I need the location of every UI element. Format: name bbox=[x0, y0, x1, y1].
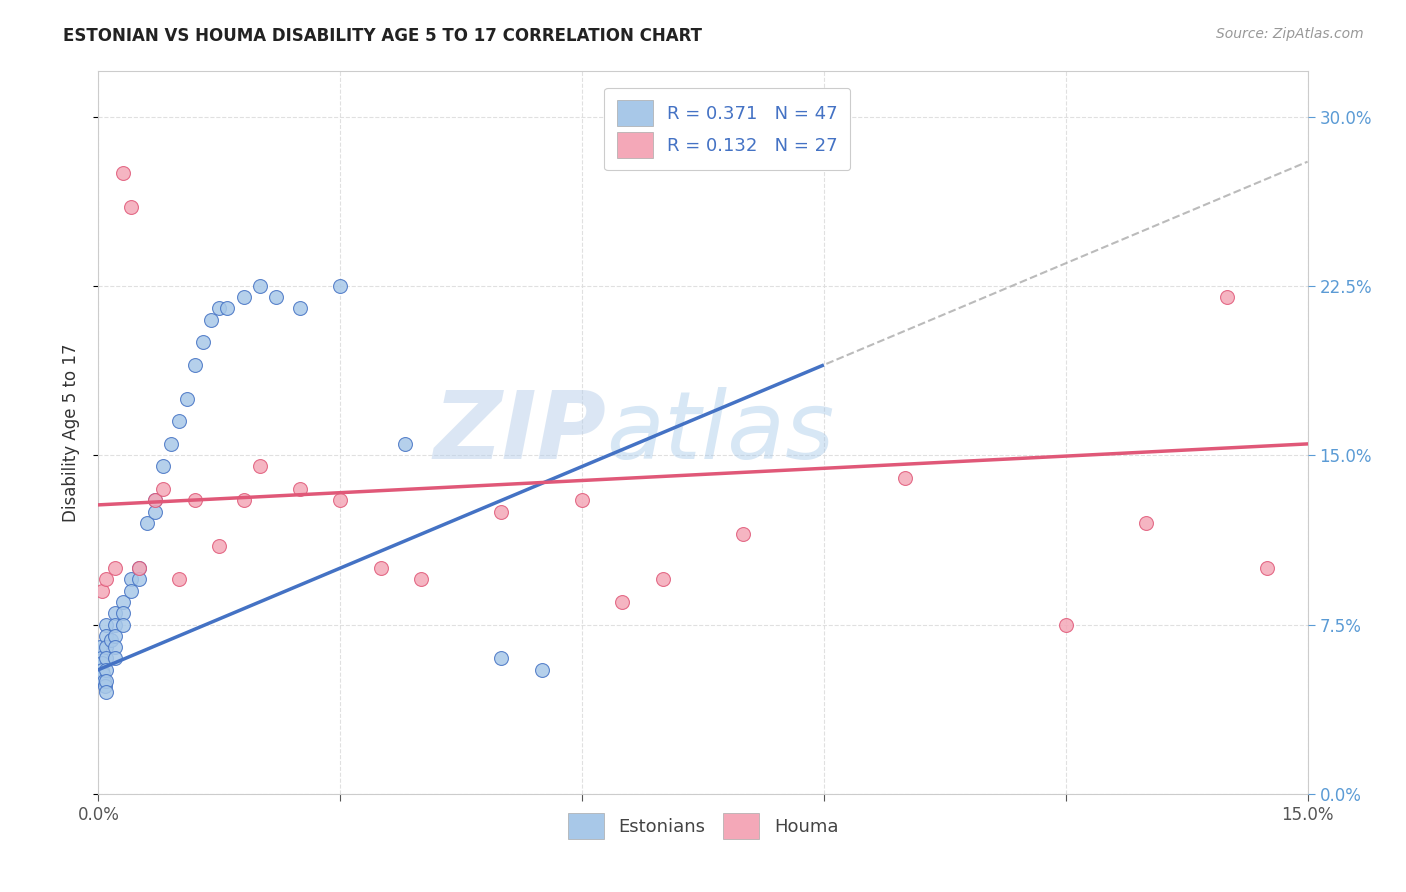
Point bbox=[111, 166, 134, 180]
Text: atlas: atlas bbox=[606, 387, 835, 478]
Point bbox=[100, 633, 122, 648]
Point bbox=[96, 651, 118, 665]
Point bbox=[571, 493, 593, 508]
Point bbox=[128, 573, 150, 587]
Point bbox=[96, 573, 118, 587]
Point bbox=[329, 278, 352, 293]
Point bbox=[160, 437, 183, 451]
Point bbox=[143, 493, 166, 508]
Point bbox=[651, 573, 673, 587]
Point bbox=[91, 583, 114, 598]
Text: Source: ZipAtlas.com: Source: ZipAtlas.com bbox=[1216, 27, 1364, 41]
Point bbox=[612, 595, 634, 609]
Point bbox=[90, 651, 112, 665]
Point bbox=[208, 539, 231, 553]
Point bbox=[394, 437, 416, 451]
Point bbox=[128, 561, 150, 575]
Y-axis label: Disability Age 5 to 17: Disability Age 5 to 17 bbox=[62, 343, 80, 522]
Point bbox=[217, 301, 239, 316]
Point bbox=[96, 685, 118, 699]
Point bbox=[135, 516, 157, 530]
Point bbox=[120, 573, 142, 587]
Point bbox=[176, 392, 198, 406]
Point bbox=[733, 527, 755, 541]
Point bbox=[249, 459, 271, 474]
Point bbox=[96, 640, 118, 654]
Point bbox=[249, 278, 271, 293]
Point bbox=[120, 583, 142, 598]
Point bbox=[288, 301, 311, 316]
Point bbox=[91, 663, 114, 677]
Point bbox=[96, 673, 118, 688]
Point bbox=[893, 471, 915, 485]
Point bbox=[193, 335, 215, 350]
Point bbox=[491, 505, 513, 519]
Point bbox=[1216, 290, 1239, 304]
Point bbox=[208, 301, 231, 316]
Point bbox=[1256, 561, 1278, 575]
Point bbox=[89, 640, 111, 654]
Point bbox=[103, 617, 125, 632]
Point bbox=[491, 651, 513, 665]
Point bbox=[184, 358, 207, 372]
Point bbox=[152, 482, 174, 496]
Point bbox=[167, 573, 190, 587]
Point bbox=[96, 663, 118, 677]
Point bbox=[128, 561, 150, 575]
Point bbox=[1135, 516, 1157, 530]
Legend: Estonians, Houma: Estonians, Houma bbox=[557, 803, 849, 850]
Text: ESTONIAN VS HOUMA DISABILITY AGE 5 TO 17 CORRELATION CHART: ESTONIAN VS HOUMA DISABILITY AGE 5 TO 17… bbox=[63, 27, 702, 45]
Point bbox=[167, 414, 190, 428]
Point bbox=[264, 290, 287, 304]
Text: ZIP: ZIP bbox=[433, 386, 606, 479]
Point bbox=[232, 290, 254, 304]
Point bbox=[103, 640, 125, 654]
Point bbox=[1054, 617, 1077, 632]
Point bbox=[90, 656, 112, 670]
Point bbox=[103, 561, 125, 575]
Point bbox=[232, 493, 254, 508]
Point bbox=[200, 312, 222, 326]
Point bbox=[103, 651, 125, 665]
Point bbox=[184, 493, 207, 508]
Point bbox=[111, 607, 134, 621]
Point bbox=[143, 505, 166, 519]
Point bbox=[152, 459, 174, 474]
Point bbox=[96, 617, 118, 632]
Point bbox=[370, 561, 392, 575]
Point bbox=[111, 617, 134, 632]
Point bbox=[409, 573, 432, 587]
Point bbox=[93, 673, 115, 688]
Point bbox=[94, 678, 117, 692]
Point bbox=[91, 667, 114, 681]
Point bbox=[329, 493, 352, 508]
Point bbox=[96, 629, 118, 643]
Point bbox=[103, 607, 125, 621]
Point bbox=[288, 482, 311, 496]
Point bbox=[120, 200, 142, 214]
Point bbox=[530, 663, 553, 677]
Point bbox=[143, 493, 166, 508]
Point bbox=[111, 595, 134, 609]
Point bbox=[103, 629, 125, 643]
